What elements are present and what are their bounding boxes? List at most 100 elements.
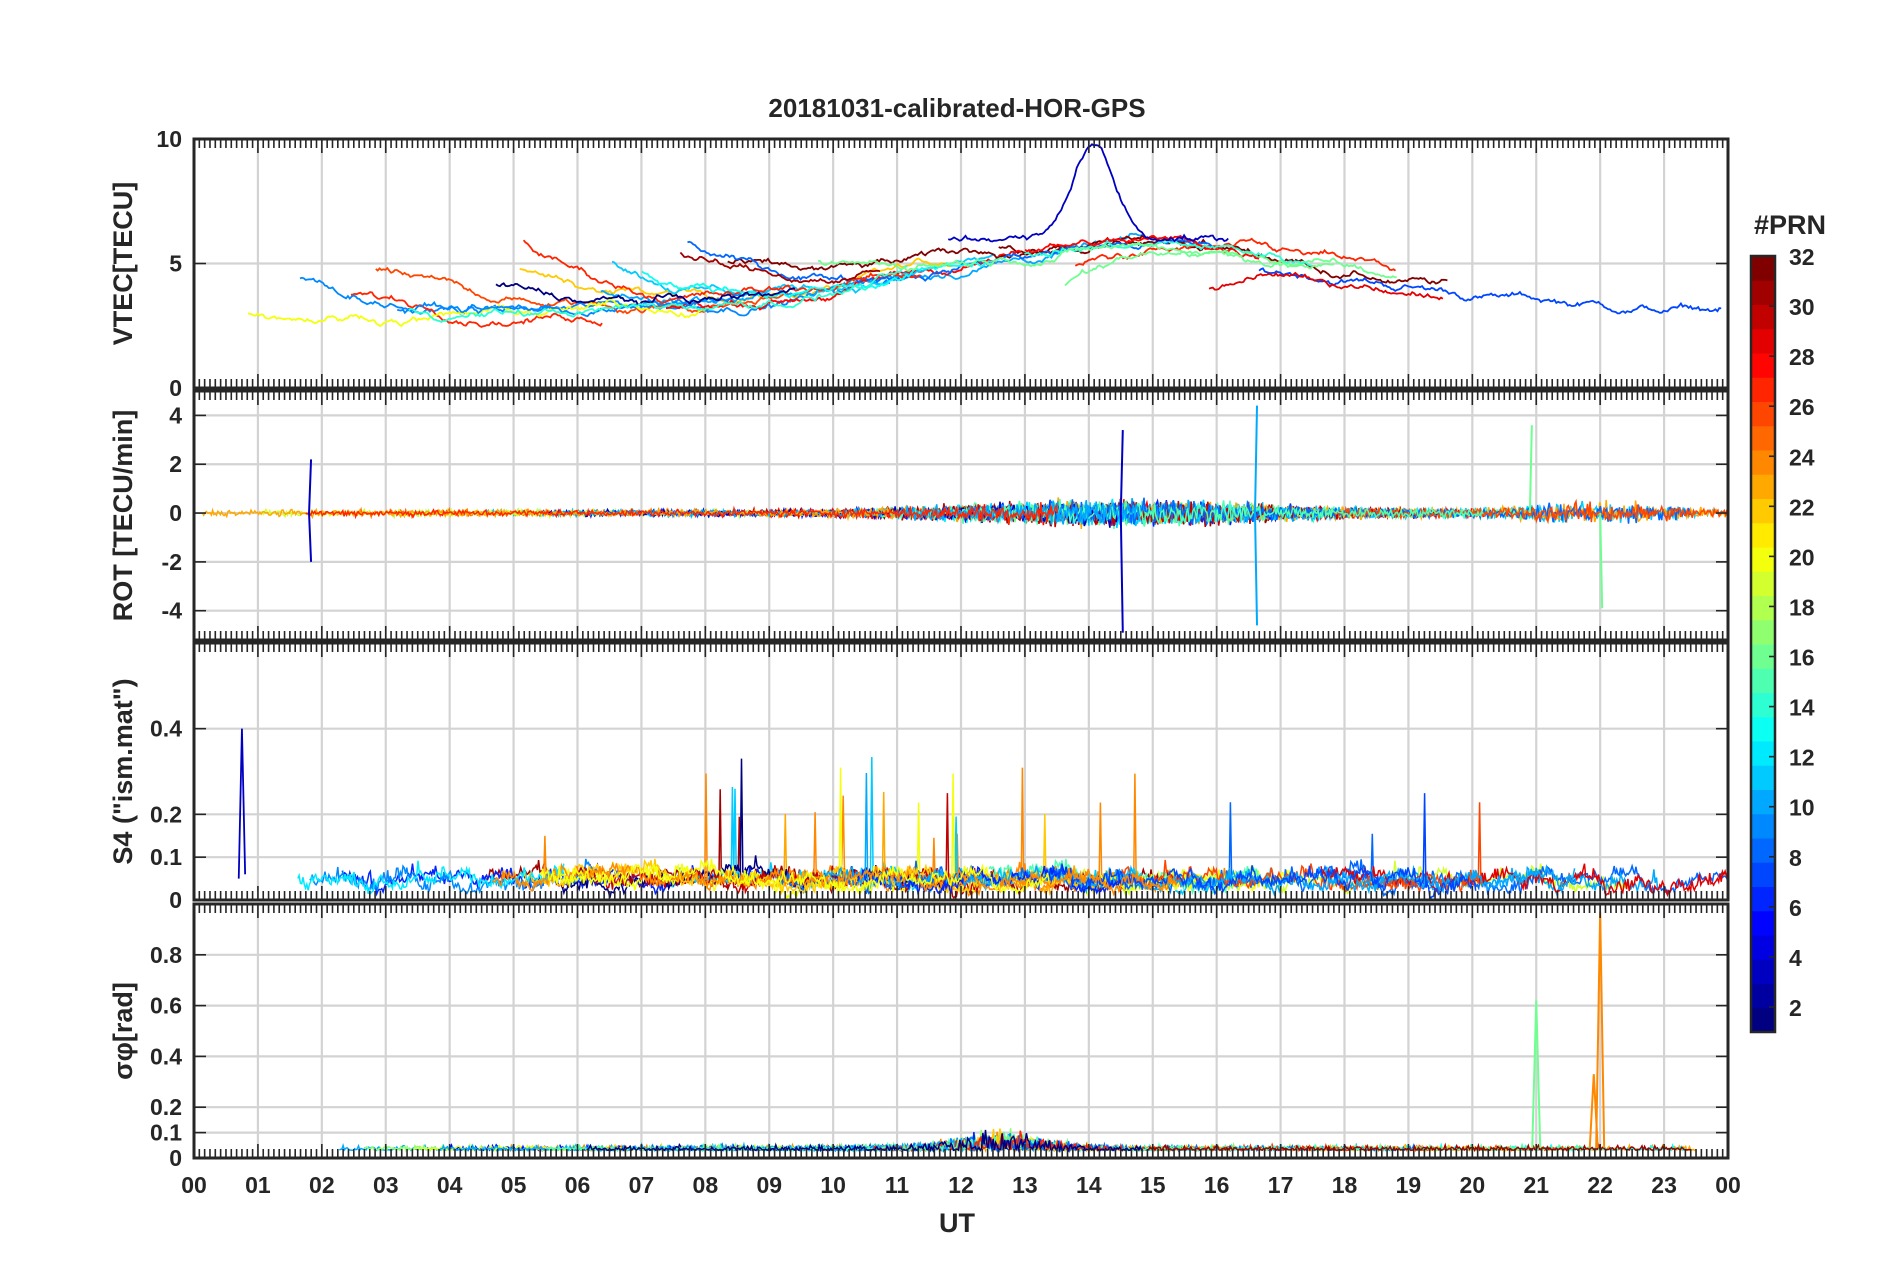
vtec-line-prn27 [522, 239, 921, 306]
vtec-line-prn22 [519, 257, 954, 304]
colorbar-segment [1751, 862, 1775, 887]
sigma_phi-ytick-label: 0.2 [150, 1094, 182, 1120]
vtec-line-prn9 [396, 278, 891, 317]
panel-s4: 0.4 0.2 0.1 0 S4 ("ism.mat") [108, 641, 1730, 913]
x-tick-label: 22 [1587, 1172, 1613, 1198]
x-tick-label: 18 [1332, 1172, 1358, 1198]
colorbar-tick-label: 32 [1789, 244, 1815, 270]
colorbar-segment [1751, 377, 1775, 402]
x-tick-label: 08 [693, 1172, 719, 1198]
s4-line-prn6 [857, 863, 1124, 896]
rot-spike [308, 513, 313, 562]
rot-ytick-label: 4 [169, 402, 182, 428]
colorbar-segment [1751, 668, 1775, 693]
colorbar-title: #PRN [1754, 210, 1826, 240]
rot-ylabel: ROT [TECU/min] [108, 410, 138, 621]
vtec-line-prn20 [247, 298, 705, 328]
colorbar-segment [1751, 789, 1775, 815]
colorbar-tick-label: 6 [1789, 895, 1802, 921]
rot-line-prn27 [305, 502, 1059, 526]
vtec-ytick-label: 5 [169, 251, 182, 277]
colorbar-segment [1751, 692, 1775, 718]
x-tick-label: 16 [1204, 1172, 1230, 1198]
x-tick-label: 17 [1268, 1172, 1294, 1198]
s4-line-prn24 [492, 773, 1178, 897]
rot-spike [308, 459, 313, 514]
s4-ytick-label: 0.1 [150, 844, 182, 870]
rot-spike [1254, 405, 1259, 514]
vtec-line-prn8 [687, 238, 1214, 283]
colorbar-segment [1751, 425, 1775, 451]
x-tick-label: 13 [1012, 1172, 1038, 1198]
colorbar-segment [1751, 256, 1775, 281]
vtec-line-prn16 [1064, 250, 1397, 287]
s4-ytick-label: 0.2 [150, 801, 182, 827]
colorbar-segment [1751, 765, 1775, 790]
sigma_phi-ytick-label: 0.8 [150, 942, 182, 968]
x-tick-label: 04 [437, 1172, 463, 1198]
x-tick-label: 21 [1523, 1172, 1549, 1198]
colorbar-segment [1751, 571, 1775, 596]
vtec-line-prn7 [1258, 267, 1722, 315]
colorbar-tick-label: 2 [1789, 995, 1802, 1021]
colorbar-segment [1751, 813, 1775, 839]
x-tick-label: 23 [1651, 1172, 1677, 1198]
vtec-line-prn16 [817, 241, 1335, 272]
colorbar-tick-label: 20 [1789, 544, 1815, 570]
x-axis-label: UT [939, 1208, 975, 1238]
rot-ytick-label: -2 [162, 549, 182, 575]
rot-spike [1119, 430, 1124, 514]
x-tick-label: 05 [501, 1172, 527, 1198]
colorbar-segment [1751, 280, 1775, 305]
colorbar-segment [1751, 498, 1775, 524]
colorbar-tick-label: 16 [1789, 645, 1815, 671]
colorbar-segment [1751, 741, 1775, 766]
sigma_phi-ytick-label: 0.6 [150, 993, 182, 1019]
vtec-line-prn32 [727, 234, 1208, 271]
colorbar-segment [1751, 474, 1775, 499]
colorbar-segment [1751, 910, 1775, 936]
vtec-line-prn29 [1208, 271, 1444, 301]
vtec-series [247, 143, 1722, 328]
colorbar-segment [1751, 401, 1775, 427]
colorbar-segment [1751, 328, 1775, 354]
x-tick-label: 12 [948, 1172, 974, 1198]
x-tick-label: 20 [1460, 1172, 1486, 1198]
colorbar-tick-label: 4 [1789, 945, 1802, 971]
s4-series [237, 728, 1728, 900]
x-tick-label: 11 [885, 1172, 910, 1198]
colorbar-tick-label: 12 [1789, 745, 1815, 771]
vtec-line-prn1 [495, 282, 796, 306]
sigma_phi-series [339, 911, 1697, 1154]
vtec-line-prn27 [350, 291, 603, 328]
colorbar-tick-label: 18 [1789, 594, 1815, 620]
panel-rot: 4 2 0 -2 -4 ROT [TECU/min] [108, 389, 1730, 642]
sigma-spike [1531, 1000, 1542, 1148]
sigma_phi-ticks [193, 904, 1729, 1159]
sigma_phi-grid [192, 904, 1730, 1160]
s4-ticks [193, 643, 1729, 901]
x-tick-label: 02 [309, 1172, 335, 1198]
x-tick-label: 14 [1076, 1172, 1102, 1198]
colorbar-segment [1751, 983, 1775, 1009]
sigma_phi-ytick-label: 0 [169, 1145, 182, 1171]
colorbar-segment [1751, 353, 1775, 378]
rot-ytick-label: 2 [169, 451, 182, 477]
colorbar-segment [1751, 1007, 1775, 1033]
colorbar-segment [1751, 522, 1775, 548]
colorbar-tick-label: 30 [1789, 294, 1815, 320]
colorbar-frame [1749, 254, 1777, 1034]
colorbar-segment [1751, 619, 1775, 645]
s4-peak [237, 728, 247, 879]
colorbar: 32 30 28 26 24 22 20 18 16 14 12 10 8 6 4 2 #PRN [1749, 210, 1826, 1034]
x-tick-label: 19 [1396, 1172, 1422, 1198]
rot-line-prn15 [844, 498, 1484, 527]
colorbar-segment [1751, 547, 1775, 572]
x-tick-label: 00 [181, 1172, 207, 1198]
colorbar-tick-label: 22 [1789, 494, 1815, 520]
x-tick-label: 10 [820, 1172, 846, 1198]
colorbar-tick-label: 14 [1789, 695, 1815, 721]
vtec-line-prn31 [679, 251, 881, 284]
